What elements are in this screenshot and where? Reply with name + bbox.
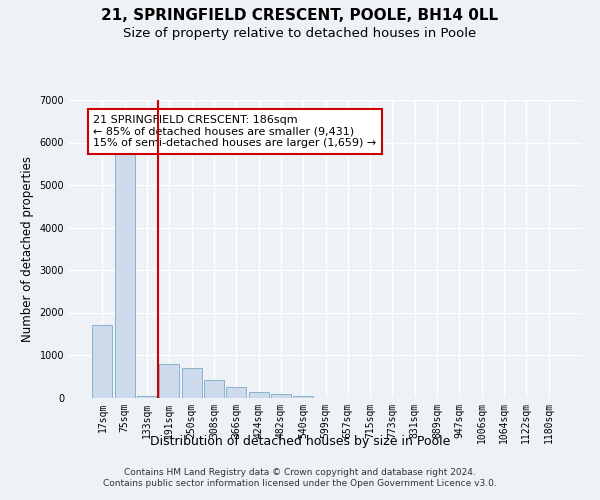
- Text: Contains HM Land Registry data © Crown copyright and database right 2024.
Contai: Contains HM Land Registry data © Crown c…: [103, 468, 497, 487]
- Text: 21, SPRINGFIELD CRESCENT, POOLE, BH14 0LL: 21, SPRINGFIELD CRESCENT, POOLE, BH14 0L…: [101, 8, 499, 22]
- Bar: [115, 153, 135, 398]
- Bar: [204, 380, 224, 398]
- Text: Size of property relative to detached houses in Poole: Size of property relative to detached ho…: [124, 28, 476, 40]
- Bar: [137, 396, 157, 398]
- Bar: [226, 387, 246, 398]
- Bar: [92, 325, 112, 398]
- Y-axis label: Number of detached properties: Number of detached properties: [21, 156, 34, 342]
- Text: Distribution of detached houses by size in Poole: Distribution of detached houses by size …: [150, 435, 450, 448]
- Text: 21 SPRINGFIELD CRESCENT: 186sqm
← 85% of detached houses are smaller (9,431)
15%: 21 SPRINGFIELD CRESCENT: 186sqm ← 85% of…: [94, 115, 377, 148]
- Bar: [248, 392, 269, 398]
- Bar: [293, 396, 313, 398]
- Bar: [271, 394, 291, 398]
- Bar: [182, 368, 202, 398]
- Bar: [159, 364, 179, 398]
